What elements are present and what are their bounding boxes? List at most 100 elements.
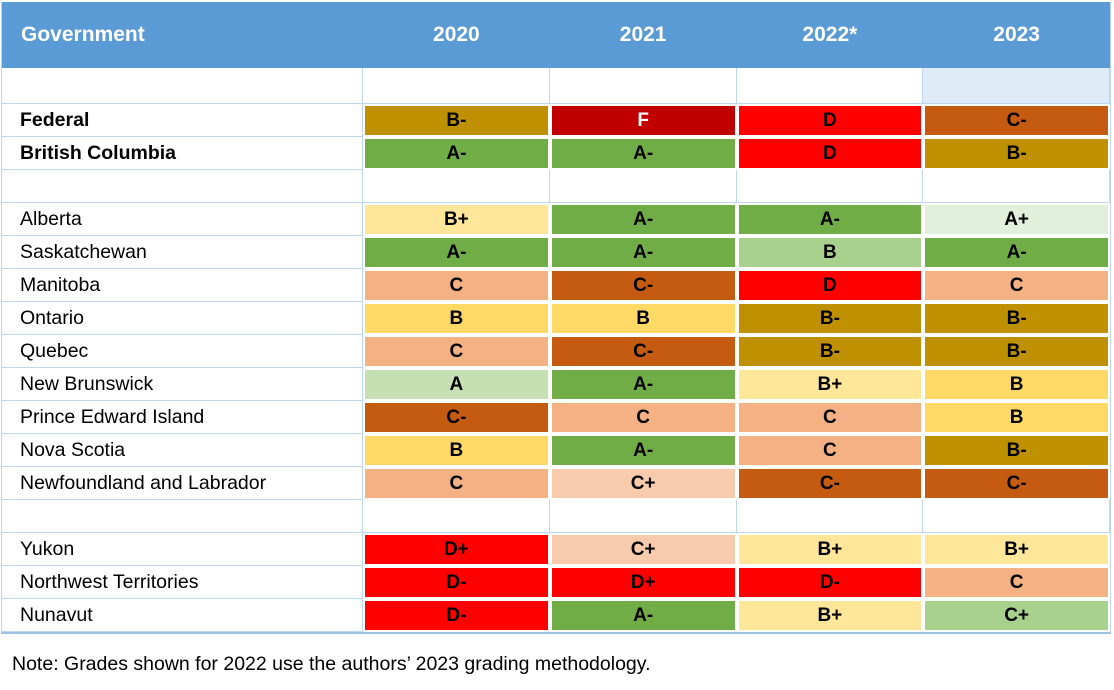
- grade-cell: F: [550, 104, 737, 137]
- table-row: Manitoba C C- D C: [2, 269, 1110, 302]
- table-row: Saskatchewan A- A- B A-: [2, 236, 1110, 269]
- government-name: Quebec: [2, 335, 363, 368]
- spacer-row: [2, 68, 1110, 104]
- grade-cell: B-: [923, 302, 1110, 335]
- table-row: Federal B- F D C-: [2, 104, 1110, 137]
- grade-cell: A-: [550, 203, 737, 236]
- table-row: Nova Scotia B A- C B-: [2, 434, 1110, 467]
- table-row: Newfoundland and Labrador C C+ C- C-: [2, 467, 1110, 500]
- grade-cell: B: [737, 236, 924, 269]
- grade-cell: A-: [550, 368, 737, 401]
- grade-cell: B-: [923, 335, 1110, 368]
- table-row: New Brunswick A A- B+ B: [2, 368, 1110, 401]
- grade-cell: A-: [550, 236, 737, 269]
- grade-cell: A-: [737, 203, 924, 236]
- footnote: Note: Grades shown for 2022 use the auth…: [12, 653, 651, 675]
- government-name: [2, 500, 363, 533]
- grade-cell: A: [363, 368, 550, 401]
- government-name: New Brunswick: [2, 368, 363, 401]
- table-header: Government 2020 2021 2022* 2023: [2, 2, 1110, 68]
- table-row: Nunavut D- A- B+ C+: [2, 599, 1110, 632]
- grade-cell: C-: [363, 401, 550, 434]
- government-name: Ontario: [2, 302, 363, 335]
- spacer-row: [2, 170, 1110, 203]
- grade-cell: A-: [363, 236, 550, 269]
- empty-cell: [923, 500, 1110, 533]
- grade-cell: B: [363, 434, 550, 467]
- government-name: [2, 68, 363, 104]
- grade-cell: A+: [923, 203, 1110, 236]
- government-name: Nova Scotia: [2, 434, 363, 467]
- grade-cell: C: [923, 269, 1110, 302]
- government-name: British Columbia: [2, 137, 363, 170]
- grade-cell: C-: [550, 335, 737, 368]
- grade-cell: A-: [550, 434, 737, 467]
- government-name: Northwest Territories: [2, 566, 363, 599]
- header-year-2021: 2021: [619, 23, 667, 46]
- grade-cell: D: [737, 137, 924, 170]
- grade-cell: C-: [550, 269, 737, 302]
- empty-cell: [923, 68, 1110, 104]
- table-row: Prince Edward Island C- C C B: [2, 401, 1110, 434]
- header-year-2022: 2022*: [802, 23, 858, 46]
- grade-cell: C: [363, 335, 550, 368]
- empty-cell: [923, 170, 1110, 203]
- grade-cell: C: [737, 401, 924, 434]
- grade-cell: B: [923, 401, 1110, 434]
- empty-cell: [363, 170, 550, 203]
- government-name: Yukon: [2, 533, 363, 566]
- grade-cell: B-: [923, 434, 1110, 467]
- spacer-row: [2, 500, 1110, 533]
- grade-cell: C+: [923, 599, 1110, 632]
- report-card-table: Government 2020 2021 2022* 2023 Federal B…: [1, 2, 1111, 634]
- grade-cell: A-: [550, 137, 737, 170]
- grade-cell: C+: [550, 533, 737, 566]
- grade-cell: C+: [550, 467, 737, 500]
- grade-cell: C: [363, 467, 550, 500]
- grade-cell: B: [550, 302, 737, 335]
- government-name: Saskatchewan: [2, 236, 363, 269]
- grade-cell: B+: [923, 533, 1110, 566]
- grade-cell: B+: [737, 599, 924, 632]
- grade-cell: A-: [363, 137, 550, 170]
- table-row: Northwest Territories D- D+ D- C: [2, 566, 1110, 599]
- grade-cell: C: [550, 401, 737, 434]
- government-name: Newfoundland and Labrador: [2, 467, 363, 500]
- table-row: Yukon D+ C+ B+ B+: [2, 533, 1110, 566]
- grade-cell: C: [363, 269, 550, 302]
- grade-cell: B: [923, 368, 1110, 401]
- grade-cell: D-: [363, 599, 550, 632]
- header-year-2020: 2020: [433, 23, 480, 46]
- grade-cell: B-: [363, 104, 550, 137]
- government-name: [2, 170, 363, 203]
- empty-cell: [549, 68, 737, 104]
- government-name: Alberta: [2, 203, 363, 236]
- empty-cell: [363, 500, 550, 533]
- grade-cell: D-: [363, 566, 550, 599]
- grade-cell: C-: [923, 467, 1110, 500]
- grade-cell: D-: [737, 566, 924, 599]
- empty-cell: [736, 68, 924, 104]
- grade-cell: C-: [923, 104, 1110, 137]
- table-row: Ontario B B B- B-: [2, 302, 1110, 335]
- table-row: Quebec C C- B- B-: [2, 335, 1110, 368]
- government-name: Manitoba: [2, 269, 363, 302]
- grade-cell: D+: [363, 533, 550, 566]
- grade-cell: B+: [363, 203, 550, 236]
- government-name: Federal: [2, 104, 363, 137]
- empty-cell: [549, 500, 737, 533]
- table-row: Alberta B+ A- A- A+: [2, 203, 1110, 236]
- government-name: Prince Edward Island: [2, 401, 363, 434]
- empty-cell: [736, 170, 924, 203]
- grade-cell: D+: [550, 566, 737, 599]
- empty-cell: [549, 170, 737, 203]
- table-rows: Federal B- F D C- British Columbia A- A- D B- Albe…: [2, 68, 1110, 632]
- grade-cell: B+: [737, 533, 924, 566]
- grade-cell: C: [923, 566, 1110, 599]
- grade-cell: C-: [737, 467, 924, 500]
- grade-cell: C: [737, 434, 924, 467]
- empty-cell: [736, 500, 924, 533]
- grade-cell: A-: [550, 599, 737, 632]
- grade-cell: B-: [737, 335, 924, 368]
- grade-cell: B+: [737, 368, 924, 401]
